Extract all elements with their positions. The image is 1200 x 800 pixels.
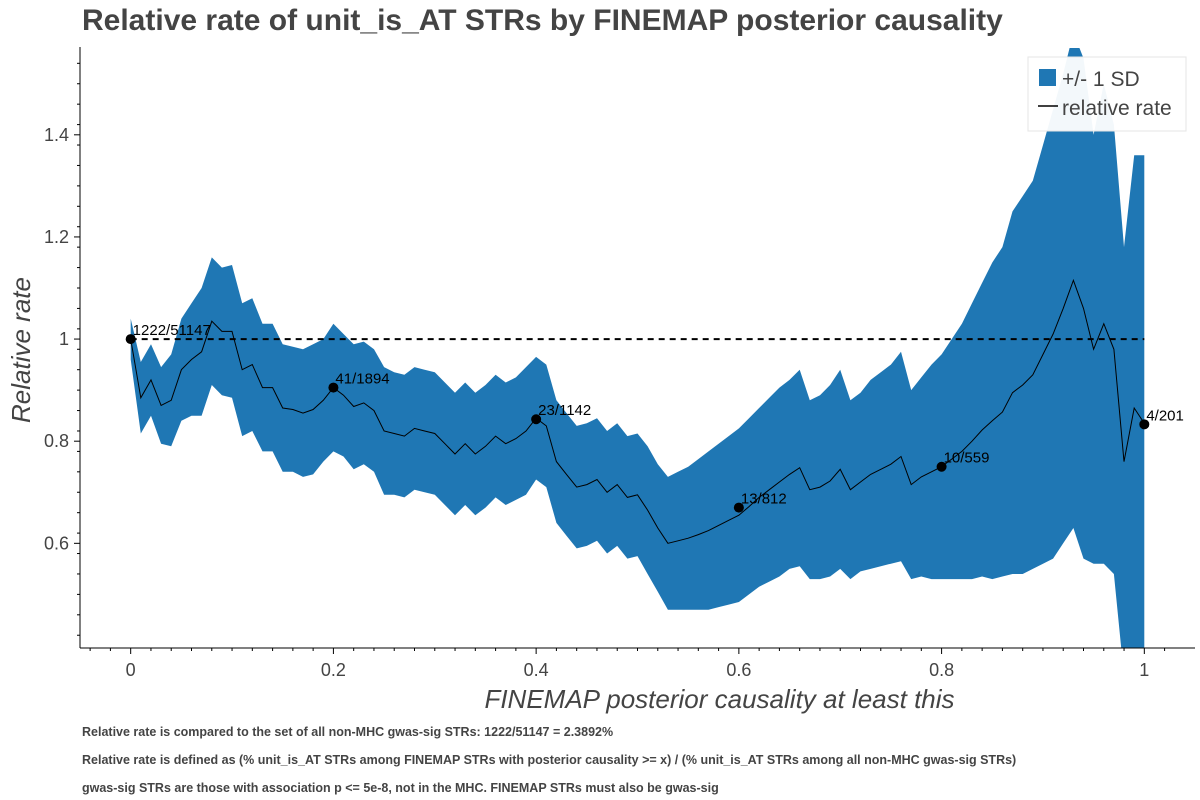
annotated-point-label-1: 41/1894 bbox=[335, 371, 389, 388]
x-axis-label: FINEMAP posterior causality at least thi… bbox=[484, 684, 954, 714]
x-tick-label-0: 0 bbox=[126, 660, 136, 680]
y-axis-label: Relative rate bbox=[6, 277, 36, 423]
chart-title: Relative rate of unit_is_AT STRs by FINE… bbox=[82, 4, 1003, 37]
relative-rate-line bbox=[130, 278, 1145, 544]
y-tick-label-0: 0.6 bbox=[44, 533, 69, 553]
y-tick-label-4: 1.4 bbox=[44, 125, 69, 145]
y-tick-label-1: 0.8 bbox=[44, 431, 69, 451]
annotated-point-3 bbox=[733, 502, 744, 513]
chart: 1222/51147 41/1894 23/1142 13/812 10/559 4/20… bbox=[6, 47, 1195, 714]
annotated-point-1 bbox=[328, 382, 339, 393]
annotated-point-0 bbox=[125, 334, 136, 345]
legend-label-line: relative rate bbox=[1062, 97, 1172, 120]
y-tick-label-3: 1.2 bbox=[44, 227, 69, 247]
x-tick-label-1: 0.2 bbox=[321, 660, 346, 680]
annotated-point-label-4: 10/559 bbox=[944, 450, 990, 467]
x-tick-label-5: 1 bbox=[1139, 660, 1149, 680]
annotated-point-label-5: 4/201 bbox=[1146, 407, 1184, 424]
annotated-point-4 bbox=[936, 461, 947, 472]
footnote-gwas-sig: gwas-sig STRs are those with association… bbox=[82, 781, 719, 795]
x-tick-label-4: 0.8 bbox=[929, 660, 954, 680]
y-tick-label-2: 1 bbox=[59, 329, 69, 349]
legend-swatch-band bbox=[1039, 69, 1056, 86]
x-tick-label-3: 0.6 bbox=[726, 660, 751, 680]
annotated-point-5 bbox=[1139, 419, 1150, 430]
sd-band bbox=[130, 48, 1145, 648]
annotated-point-2 bbox=[531, 414, 542, 425]
annotated-point-label-3: 13/812 bbox=[741, 491, 787, 508]
legend-label-band: +/- 1 SD bbox=[1062, 68, 1140, 91]
annotated-point-label-2: 23/1142 bbox=[538, 402, 591, 419]
footnote-baseline: Relative rate is compared to the set of … bbox=[82, 725, 614, 739]
x-tick-label-2: 0.4 bbox=[524, 660, 549, 680]
annotated-point-label-0: 1222/51147 bbox=[133, 322, 211, 339]
footnote-definition: Relative rate is defined as (% unit_is_A… bbox=[82, 753, 1017, 767]
